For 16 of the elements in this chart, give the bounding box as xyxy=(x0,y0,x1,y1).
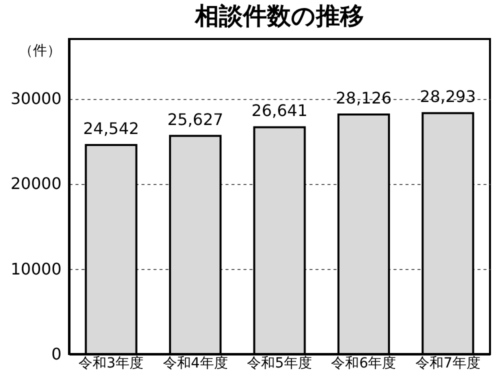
y-tick-label: 10000 xyxy=(10,259,62,278)
y-tick-label: 20000 xyxy=(10,174,62,194)
x-tick-label: 令和3年度 xyxy=(78,356,144,372)
y-tick-label: 0 xyxy=(51,344,62,364)
x-tick-label: 令和6年度 xyxy=(331,356,396,372)
data-label: 24,542 xyxy=(83,119,140,138)
data-label: 28,126 xyxy=(336,88,392,108)
data-label: 28,293 xyxy=(420,87,476,106)
x-tick-label: 令和5年度 xyxy=(247,356,312,372)
data-label: 26,641 xyxy=(252,101,308,120)
y-axis-title: （件） xyxy=(19,43,61,59)
data-label: 25,627 xyxy=(167,110,224,129)
x-tick-label: 令和4年度 xyxy=(162,356,228,372)
x-tick-label: 令和7年度 xyxy=(415,356,480,372)
y-tick-label: 30000 xyxy=(10,89,62,108)
chart-title: 相談件数の推移 xyxy=(194,2,364,30)
